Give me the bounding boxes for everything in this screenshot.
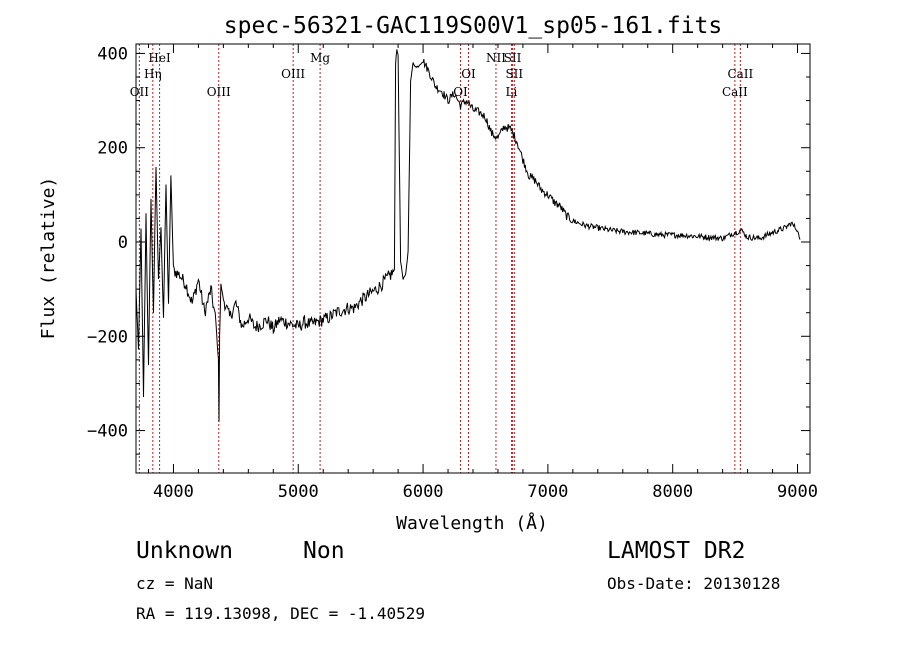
emission-line-label: OII [130, 85, 150, 99]
object-subclass: Non [303, 538, 345, 564]
y-tick-label: 400 [97, 44, 128, 64]
y-axis-label: Flux (relative) [38, 177, 59, 340]
emission-line-label: OIII [207, 85, 231, 99]
x-tick-label: 9000 [777, 482, 818, 502]
observation-date: Obs-Date: 20130128 [607, 574, 781, 593]
emission-line-markers [138, 44, 741, 473]
emission-line-label: CaII [727, 67, 753, 81]
emission-line-label: NII [486, 51, 506, 65]
emission-line-label: SII [505, 67, 523, 81]
emission-line-label: HeI [148, 51, 171, 65]
y-tick-label: −200 [87, 327, 128, 347]
x-axis-label: Wavelength (Å) [396, 512, 548, 534]
emission-line-label: Hη [144, 67, 162, 81]
spectrum-line [135, 49, 801, 422]
survey-name: LAMOST DR2 [607, 538, 746, 564]
emission-line-label: CaII [722, 85, 748, 99]
emission-line-label: SII [504, 51, 522, 65]
x-tick-label: 5000 [278, 482, 319, 502]
x-tick-label: 7000 [527, 482, 568, 502]
redshift-cz: cz = NaN [136, 574, 214, 593]
emission-line-label: OI [461, 67, 476, 81]
x-tick-label: 6000 [403, 482, 444, 502]
emission-line-label: Mg [310, 51, 330, 65]
emission-line-label: OI [453, 85, 468, 99]
y-tick-label: 200 [97, 139, 128, 159]
emission-line-label: Li [506, 85, 518, 99]
chart-title: spec-56321-GAC119S00V1_sp05-161.fits [224, 13, 723, 39]
y-axis-ticks: −400 −200 0 200 400 [87, 44, 810, 455]
y-tick-label: 0 [118, 233, 128, 253]
emission-line-label: OIII [281, 67, 305, 81]
x-tick-label: 8000 [652, 482, 693, 502]
x-axis-ticks: 4000 5000 6000 7000 8000 9000 [147, 44, 818, 502]
x-tick-label: 4000 [153, 482, 194, 502]
coordinates: RA = 119.13098, DEC = -1.40529 [136, 604, 425, 623]
object-class: Unknown [136, 538, 233, 564]
y-tick-label: −400 [87, 422, 128, 442]
